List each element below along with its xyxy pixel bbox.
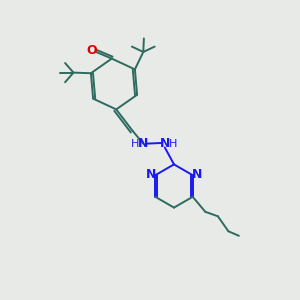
Text: H: H — [130, 139, 139, 149]
Text: H: H — [169, 139, 177, 148]
Text: N: N — [146, 168, 156, 181]
Text: O: O — [87, 44, 97, 57]
Text: N: N — [160, 136, 170, 149]
Text: N: N — [138, 137, 148, 150]
Text: N: N — [192, 168, 202, 181]
